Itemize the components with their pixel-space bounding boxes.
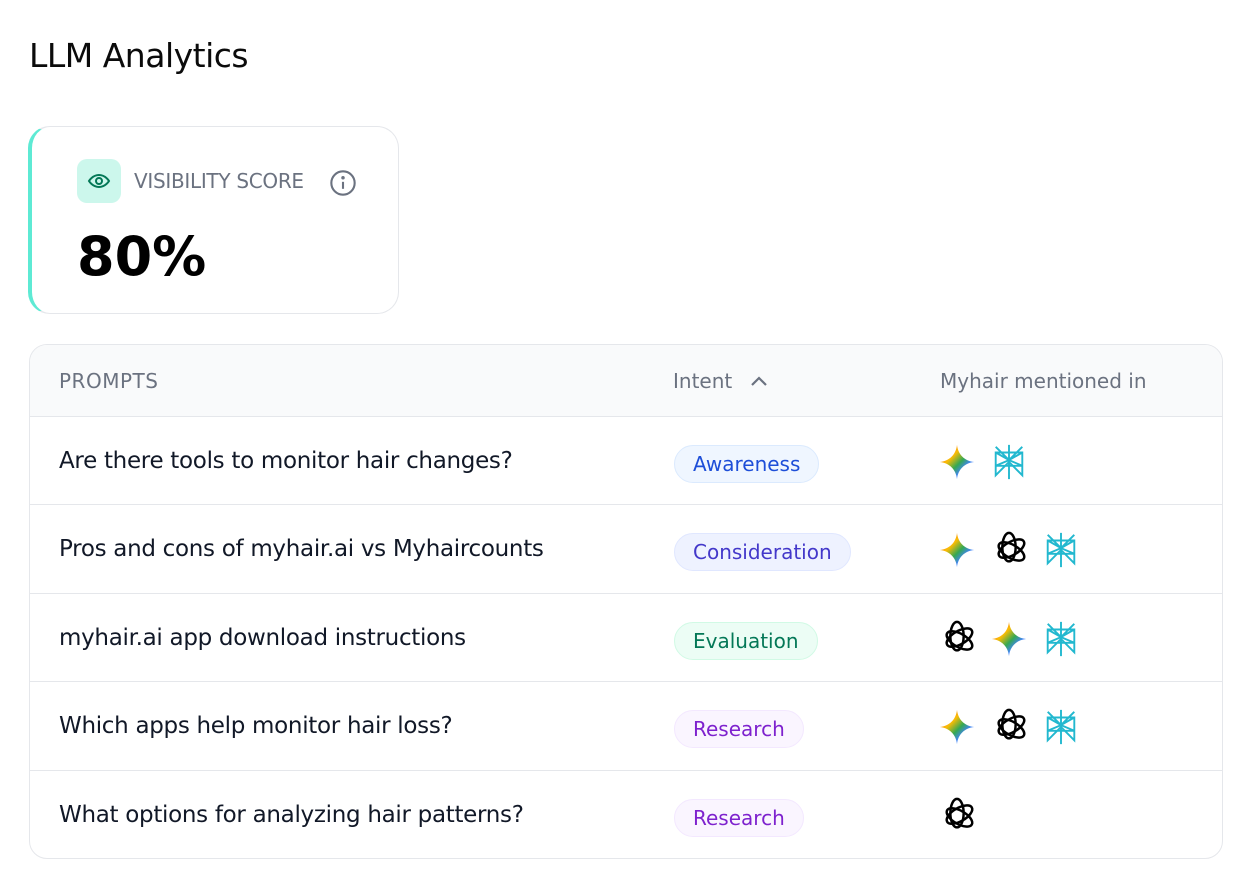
chatgpt-icon [945,620,974,652]
perplexity-icon [1046,621,1076,656]
page-title: LLM Analytics [29,36,249,75]
table-row[interactable]: Pros and cons of myhair.ai vs Myhaircoun… [30,505,1222,594]
header-mentioned: Myhair mentioned in [940,369,1147,393]
intent-badge: Awareness [674,445,820,483]
perplexity-icon [1046,710,1076,745]
table-row[interactable]: What options for analyzing hair patterns… [30,771,1222,858]
chevron-up-icon [750,376,767,386]
table-row[interactable]: Which apps help monitor hair loss? Resea… [30,682,1222,771]
chatgpt-icon [997,708,1026,740]
header-prompts: PROMPTS [59,369,159,393]
gemini-icon [939,533,975,568]
prompt-text: Are there tools to monitor hair changes? [59,448,513,474]
prompts-table: PROMPTS Intent Myhair mentioned in Are t… [29,344,1223,859]
perplexity-icon [1046,533,1076,568]
llm-mentions [938,443,1028,481]
table-row[interactable]: myhair.ai app download instructions Eval… [30,594,1222,683]
intent-badge: Consideration [674,533,851,572]
intent-badge: Evaluation [674,621,818,660]
gemini-icon [939,444,975,480]
visibility-score-label: VISIBILITY SCORE [134,169,304,193]
header-intent-sort[interactable]: Intent [673,369,769,393]
prompt-text: What options for analyzing hair patterns… [59,801,524,828]
chatgpt-icon [997,532,1026,564]
header-intent-label: Intent [673,369,733,393]
llm-mentions [938,797,976,835]
llm-mentions [938,620,1080,658]
prompt-text: Pros and cons of myhair.ai vs Myhaircoun… [59,536,544,563]
prompt-text: myhair.ai app download instructions [59,624,466,651]
info-icon[interactable] [329,169,357,201]
perplexity-icon [994,444,1024,480]
table-header: PROMPTS Intent Myhair mentioned in [30,345,1222,417]
llm-mentions [938,531,1080,569]
visibility-score-card: VISIBILITY SCORE 80% [28,126,399,314]
intent-badge: Research [674,710,804,749]
table-row[interactable]: Are there tools to monitor hair changes?… [30,417,1222,506]
intent-badge: Research [674,798,804,837]
chatgpt-icon [945,797,974,829]
gemini-icon [939,710,975,745]
gemini-icon [991,621,1027,656]
visibility-score-value: 80% [77,225,207,288]
llm-mentions [938,708,1080,746]
eye-icon [77,159,121,203]
prompt-text: Which apps help monitor hair loss? [59,713,453,740]
